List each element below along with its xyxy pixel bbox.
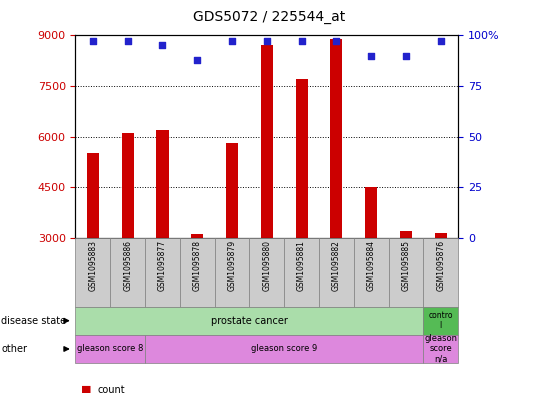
Point — [402, 52, 410, 59]
Text: GSM1095880: GSM1095880 — [262, 240, 271, 291]
Bar — [261, 46, 273, 238]
Text: GSM1095878: GSM1095878 — [193, 240, 202, 291]
Text: GSM1095882: GSM1095882 — [332, 240, 341, 290]
Text: GSM1095883: GSM1095883 — [88, 240, 98, 291]
Point — [227, 38, 236, 44]
Text: GSM1095885: GSM1095885 — [402, 240, 411, 291]
Text: ■: ■ — [81, 385, 91, 393]
Text: GSM1095877: GSM1095877 — [158, 240, 167, 291]
Text: count: count — [97, 385, 125, 393]
Text: gleason score 8: gleason score 8 — [77, 345, 143, 353]
Text: other: other — [1, 344, 27, 354]
Text: prostate cancer: prostate cancer — [211, 316, 288, 326]
Bar — [295, 79, 308, 238]
Text: contro
l: contro l — [429, 311, 453, 331]
Bar — [400, 231, 412, 238]
Text: GSM1095879: GSM1095879 — [227, 240, 237, 291]
Bar — [365, 187, 377, 238]
Point — [123, 38, 132, 44]
Bar — [191, 234, 203, 238]
Bar — [434, 233, 447, 238]
Point — [262, 38, 271, 44]
Text: GSM1095876: GSM1095876 — [436, 240, 445, 291]
Text: disease state: disease state — [1, 316, 66, 326]
Text: gleason score 9: gleason score 9 — [251, 345, 317, 353]
Text: GSM1095881: GSM1095881 — [297, 240, 306, 290]
Point — [332, 38, 341, 44]
Point — [367, 52, 376, 59]
Bar — [156, 130, 169, 238]
Point — [158, 42, 167, 49]
Bar — [330, 39, 342, 238]
Point — [298, 38, 306, 44]
Point — [437, 38, 445, 44]
Text: GSM1095884: GSM1095884 — [367, 240, 376, 291]
Bar — [226, 143, 238, 238]
Text: gleason
score
n/a: gleason score n/a — [424, 334, 457, 364]
Text: GDS5072 / 225544_at: GDS5072 / 225544_at — [194, 10, 345, 24]
Text: GSM1095886: GSM1095886 — [123, 240, 132, 291]
Point — [193, 57, 202, 63]
Point — [88, 38, 97, 44]
Bar — [87, 153, 99, 238]
Bar — [122, 133, 134, 238]
